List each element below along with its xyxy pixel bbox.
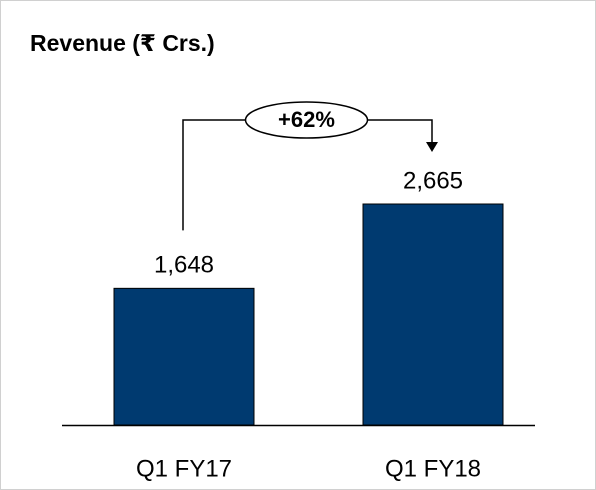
annotation-oval <box>244 101 369 139</box>
annotation: +62% <box>278 107 335 132</box>
value-label: 1,648 <box>154 252 214 279</box>
bar <box>113 287 255 426</box>
chart-title: Revenue (₹ Crs.) <box>30 30 215 56</box>
value-label: 2,665 <box>403 167 463 194</box>
bar <box>362 203 504 426</box>
x-tick-label: Q1 FY17 <box>136 455 232 482</box>
arrow-head <box>426 142 438 152</box>
x-tick-label: Q1 FY18 <box>385 455 481 482</box>
